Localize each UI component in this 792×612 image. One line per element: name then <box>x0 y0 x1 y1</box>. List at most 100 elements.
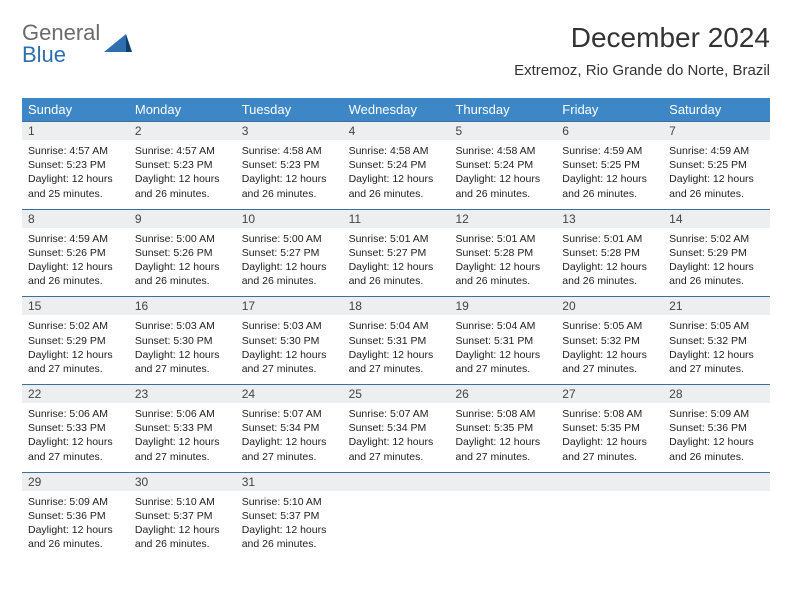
day-number: 16 <box>129 297 236 315</box>
sunset-text: Sunset: 5:30 PM <box>135 334 230 348</box>
sunrise-text: Sunrise: 4:59 AM <box>562 144 657 158</box>
sunrise-text: Sunrise: 5:06 AM <box>28 407 123 421</box>
day-cell: Sunrise: 5:04 AMSunset: 5:31 PMDaylight:… <box>343 315 450 384</box>
day-cell: Sunrise: 4:59 AMSunset: 5:25 PMDaylight:… <box>663 140 770 209</box>
day-cell <box>343 491 450 560</box>
day-number: 30 <box>129 473 236 491</box>
calendar-table: SundayMondayTuesdayWednesdayThursdayFrid… <box>22 98 770 559</box>
daylight-text: Daylight: 12 hours and 26 minutes. <box>669 172 764 200</box>
daylight-text: Daylight: 12 hours and 26 minutes. <box>669 260 764 288</box>
weekday-header: Thursday <box>449 98 556 121</box>
sunrise-text: Sunrise: 5:02 AM <box>28 319 123 333</box>
sunset-text: Sunset: 5:31 PM <box>455 334 550 348</box>
sunset-text: Sunset: 5:32 PM <box>669 334 764 348</box>
sunrise-text: Sunrise: 4:59 AM <box>28 232 123 246</box>
daylight-text: Daylight: 12 hours and 26 minutes. <box>242 172 337 200</box>
day-number: 5 <box>449 122 556 140</box>
sunrise-text: Sunrise: 5:01 AM <box>562 232 657 246</box>
day-number-row: 22232425262728 <box>22 384 770 403</box>
day-cell: Sunrise: 5:05 AMSunset: 5:32 PMDaylight:… <box>663 315 770 384</box>
day-number: 17 <box>236 297 343 315</box>
day-number: 10 <box>236 210 343 228</box>
week-row: Sunrise: 4:59 AMSunset: 5:26 PMDaylight:… <box>22 228 770 297</box>
sunrise-text: Sunrise: 4:58 AM <box>455 144 550 158</box>
page-header: December 2024 Extremoz, Rio Grande do No… <box>514 22 770 79</box>
sunset-text: Sunset: 5:24 PM <box>349 158 444 172</box>
day-cell: Sunrise: 5:00 AMSunset: 5:27 PMDaylight:… <box>236 228 343 297</box>
day-number-row: 15161718192021 <box>22 296 770 315</box>
daylight-text: Daylight: 12 hours and 27 minutes. <box>349 348 444 376</box>
day-cell: Sunrise: 5:03 AMSunset: 5:30 PMDaylight:… <box>236 315 343 384</box>
sunrise-text: Sunrise: 5:01 AM <box>455 232 550 246</box>
day-number: 21 <box>663 297 770 315</box>
daylight-text: Daylight: 12 hours and 27 minutes. <box>562 435 657 463</box>
day-cell <box>556 491 663 560</box>
sunset-text: Sunset: 5:32 PM <box>562 334 657 348</box>
daylight-text: Daylight: 12 hours and 26 minutes. <box>28 260 123 288</box>
sunset-text: Sunset: 5:25 PM <box>669 158 764 172</box>
day-number: 27 <box>556 385 663 403</box>
sunrise-text: Sunrise: 5:03 AM <box>242 319 337 333</box>
weekday-header: Monday <box>129 98 236 121</box>
day-cell: Sunrise: 5:10 AMSunset: 5:37 PMDaylight:… <box>236 491 343 560</box>
sunrise-text: Sunrise: 5:09 AM <box>669 407 764 421</box>
sunrise-text: Sunrise: 5:10 AM <box>242 495 337 509</box>
daylight-text: Daylight: 12 hours and 27 minutes. <box>28 348 123 376</box>
sunset-text: Sunset: 5:29 PM <box>28 334 123 348</box>
sunrise-text: Sunrise: 5:00 AM <box>242 232 337 246</box>
sunset-text: Sunset: 5:36 PM <box>28 509 123 523</box>
sunset-text: Sunset: 5:24 PM <box>455 158 550 172</box>
day-cell: Sunrise: 4:58 AMSunset: 5:24 PMDaylight:… <box>449 140 556 209</box>
day-cell: Sunrise: 5:07 AMSunset: 5:34 PMDaylight:… <box>343 403 450 472</box>
day-number: 7 <box>663 122 770 140</box>
sunrise-text: Sunrise: 5:00 AM <box>135 232 230 246</box>
day-number-row: 891011121314 <box>22 209 770 228</box>
day-cell: Sunrise: 5:04 AMSunset: 5:31 PMDaylight:… <box>449 315 556 384</box>
daylight-text: Daylight: 12 hours and 26 minutes. <box>135 172 230 200</box>
sunrise-text: Sunrise: 5:05 AM <box>562 319 657 333</box>
day-number: 31 <box>236 473 343 491</box>
sunrise-text: Sunrise: 5:09 AM <box>28 495 123 509</box>
day-cell: Sunrise: 5:08 AMSunset: 5:35 PMDaylight:… <box>449 403 556 472</box>
sunset-text: Sunset: 5:28 PM <box>562 246 657 260</box>
sunrise-text: Sunrise: 5:04 AM <box>349 319 444 333</box>
weekday-header: Friday <box>556 98 663 121</box>
weekday-header: Wednesday <box>343 98 450 121</box>
day-cell: Sunrise: 5:08 AMSunset: 5:35 PMDaylight:… <box>556 403 663 472</box>
sunrise-text: Sunrise: 5:06 AM <box>135 407 230 421</box>
day-number: 3 <box>236 122 343 140</box>
sunrise-text: Sunrise: 4:57 AM <box>28 144 123 158</box>
sunset-text: Sunset: 5:23 PM <box>28 158 123 172</box>
daylight-text: Daylight: 12 hours and 26 minutes. <box>242 260 337 288</box>
sunset-text: Sunset: 5:36 PM <box>669 421 764 435</box>
day-number: 18 <box>343 297 450 315</box>
day-cell: Sunrise: 5:01 AMSunset: 5:28 PMDaylight:… <box>449 228 556 297</box>
daylight-text: Daylight: 12 hours and 27 minutes. <box>242 348 337 376</box>
page-title: December 2024 <box>514 22 770 54</box>
day-number: 4 <box>343 122 450 140</box>
week-row: Sunrise: 4:57 AMSunset: 5:23 PM Daylight:… <box>22 140 770 209</box>
sunrise-text: Sunrise: 5:05 AM <box>669 319 764 333</box>
daylight-text: Daylight: 12 hours and 27 minutes. <box>669 348 764 376</box>
day-number: 6 <box>556 122 663 140</box>
day-number <box>449 473 556 491</box>
daylight-text: Daylight: 12 hours and 26 minutes. <box>562 172 657 200</box>
sunrise-text: Sunrise: 4:58 AM <box>242 144 337 158</box>
day-cell: Sunrise: 5:01 AMSunset: 5:28 PMDaylight:… <box>556 228 663 297</box>
weekday-header: Sunday <box>22 98 129 121</box>
week-row: Sunrise: 5:09 AMSunset: 5:36 PMDaylight:… <box>22 491 770 560</box>
sunset-text: Sunset: 5:26 PM <box>28 246 123 260</box>
daylight-text: Daylight: 12 hours and 27 minutes. <box>455 435 550 463</box>
day-cell: Sunrise: 5:02 AMSunset: 5:29 PMDaylight:… <box>663 228 770 297</box>
sunset-text: Sunset: 5:28 PM <box>455 246 550 260</box>
day-cell: Sunrise: 4:59 AMSunset: 5:26 PMDaylight:… <box>22 228 129 297</box>
day-number: 25 <box>343 385 450 403</box>
day-number: 8 <box>22 210 129 228</box>
sunset-text: Sunset: 5:35 PM <box>562 421 657 435</box>
day-number: 12 <box>449 210 556 228</box>
day-number <box>556 473 663 491</box>
daylight-text: Daylight: 12 hours and 27 minutes. <box>455 348 550 376</box>
day-cell: Sunrise: 5:10 AMSunset: 5:37 PMDaylight:… <box>129 491 236 560</box>
sunrise-text: Sunrise: 5:08 AM <box>455 407 550 421</box>
sunrise-text: Sunrise: 5:04 AM <box>455 319 550 333</box>
